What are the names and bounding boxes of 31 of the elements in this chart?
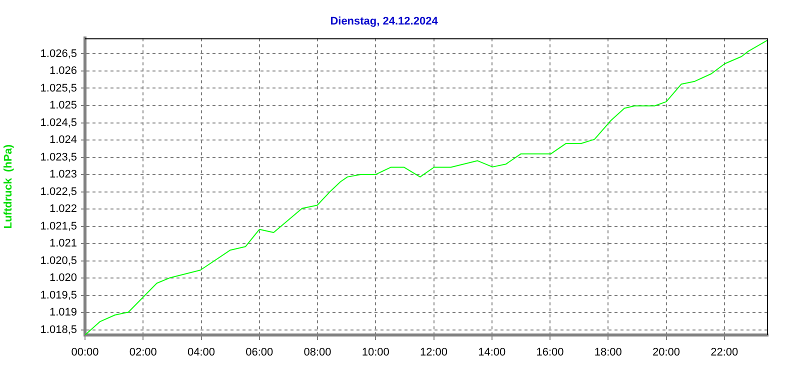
y-axis-title: Luftdruck (hPa) (2, 144, 15, 229)
x-tick-label: 08:00 (304, 346, 332, 359)
x-tick-label: 20:00 (652, 346, 680, 359)
x-tick-label: 00:00 (71, 346, 99, 359)
y-tick-label: 1.022,5 (40, 186, 77, 198)
y-tick-label: 1.019 (49, 306, 77, 319)
y-tick-label: 1.026,5 (40, 48, 77, 60)
y-tick-label: 1.024 (49, 134, 77, 146)
y-tick-label: 1.018,5 (40, 324, 77, 336)
x-tick-label: 10:00 (362, 346, 390, 359)
y-tick-label: 1.022 (49, 203, 77, 216)
y-tick-label: 1.025,5 (40, 82, 77, 94)
y-tick-label: 1.023,5 (40, 151, 77, 164)
y-tick-label: 1.023 (49, 168, 77, 181)
y-tick-label: 1.020 (49, 272, 77, 284)
chart-title: Dienstag, 24.12.2024 (330, 16, 439, 28)
y-tick-label: 1.024,5 (40, 116, 77, 129)
x-tick-label: 16:00 (536, 346, 564, 359)
y-tick-label: 1.021 (49, 238, 77, 250)
x-tick-label: 02:00 (129, 346, 157, 359)
y-tick-label: 1.019,5 (40, 289, 77, 302)
x-tick-label: 04:00 (187, 346, 216, 359)
y-tick-label: 1.021,5 (40, 220, 77, 232)
x-tick-label: 22:00 (710, 346, 738, 359)
y-tick-label: 1.020,5 (40, 254, 77, 267)
y-tick-label: 1.025 (49, 100, 77, 112)
x-tick-label: 18:00 (594, 346, 622, 359)
x-tick-label: 14:00 (478, 346, 506, 359)
y-tick-label: 1.026 (49, 65, 77, 78)
x-tick-label: 12:00 (420, 346, 448, 359)
x-tick-label: 06:00 (246, 346, 274, 359)
